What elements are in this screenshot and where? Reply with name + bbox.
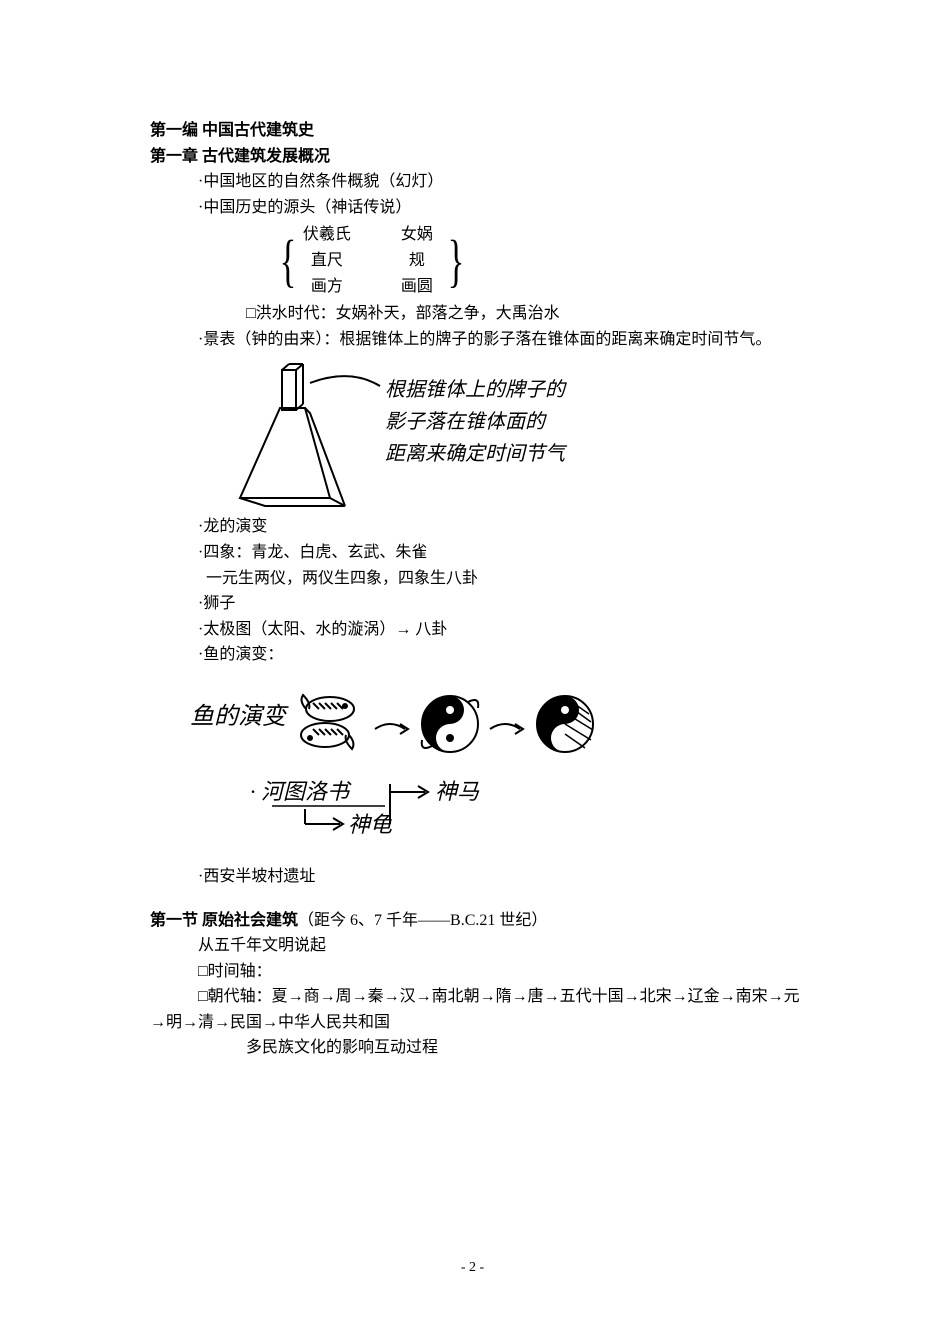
dynasty-axis: □朝代轴：夏→商→周→秦→汉→南北朝→隋→唐→五代十国→北宋→辽金→南宋→元 xyxy=(150,984,805,1010)
bullet-item: ·龙的演变 xyxy=(150,514,805,540)
hetu-label: · 河图洛书 xyxy=(250,779,352,804)
fish-evolution-sketch: 鱼的演变 xyxy=(190,674,710,854)
part-heading: 第一编 中国古代建筑史 xyxy=(150,118,805,144)
multiethnic-line: 多民族文化的影响互动过程 xyxy=(150,1035,805,1061)
bullet-item: ·太极图（太阳、水的漩涡）→ 八卦 xyxy=(150,617,805,643)
brace-cell: 女娲 xyxy=(386,222,448,248)
section-heading-bold: 第一节 原始社会建筑 xyxy=(150,912,298,929)
bullet-item: ·中国地区的自然条件概貌（幻灯） xyxy=(150,169,805,195)
brace-group: { 伏羲氏 女娲 直尺 规 画方 画圆 } xyxy=(280,222,805,299)
brace-cell: 画圆 xyxy=(386,274,448,300)
right-brace-icon: } xyxy=(447,235,464,287)
document-page: 第一编 中国古代建筑史 第一章 古代建筑发展概况 ·中国地区的自然条件概貌（幻灯… xyxy=(0,0,945,1337)
shengui-label: 神龟 xyxy=(348,812,392,837)
section-line: 从五千年文明说起 xyxy=(150,933,805,959)
dynasty-axis-continue: →明→清→民国→中华人民共和国 xyxy=(150,1010,805,1036)
brace-cell: 伏羲氏 xyxy=(296,222,358,248)
bullet-sub: 一元生两仪，两仪生四象，四象生八卦 xyxy=(150,566,805,592)
brace-cell: 规 xyxy=(386,248,448,274)
obelisk-sketch: 根据锥体上的牌子的 影子落在锥体面的 距离来确定时间节气 xyxy=(210,358,630,508)
shenma-label: 神马 xyxy=(435,779,480,804)
hand-annotation: 距离来确定时间节气 xyxy=(385,443,568,465)
section-line: □时间轴： xyxy=(150,959,805,985)
bullet-item: ·中国历史的源头（神话传说） xyxy=(150,195,805,221)
brace-cell: 直尺 xyxy=(296,248,358,274)
bullet-item: ·四象：青龙、白虎、玄武、朱雀 xyxy=(150,540,805,566)
section-heading-rest: （距今 6、7 千年——B.C.21 世纪） xyxy=(298,912,547,929)
left-brace-icon: { xyxy=(280,235,297,287)
bullet-item: ·狮子 xyxy=(150,591,805,617)
flood-line: □洪水时代：女娲补天，部落之争，大禹治水 xyxy=(150,301,805,327)
hand-annotation: 根据锥体上的牌子的 xyxy=(385,379,567,401)
hand-annotation: 影子落在锥体面的 xyxy=(385,411,547,433)
brace-content: 伏羲氏 女娲 直尺 规 画方 画圆 xyxy=(296,222,448,299)
section-heading: 第一节 原始社会建筑（距今 6、7 千年——B.C.21 世纪） xyxy=(150,908,805,934)
fish-label: 鱼的演变 xyxy=(190,703,289,730)
jingbiao-line: ·景表（钟的由来）：根据锥体上的牌子的影子落在锥体面的距离来确定时间节气。 xyxy=(150,327,805,353)
brace-cell: 画方 xyxy=(296,274,358,300)
bullet-item: ·鱼的演变： xyxy=(150,642,805,668)
banpo-line: ·西安半坡村遗址 xyxy=(150,864,805,890)
chapter-heading: 第一章 古代建筑发展概况 xyxy=(150,144,805,170)
page-number: - 2 - xyxy=(0,1257,945,1279)
